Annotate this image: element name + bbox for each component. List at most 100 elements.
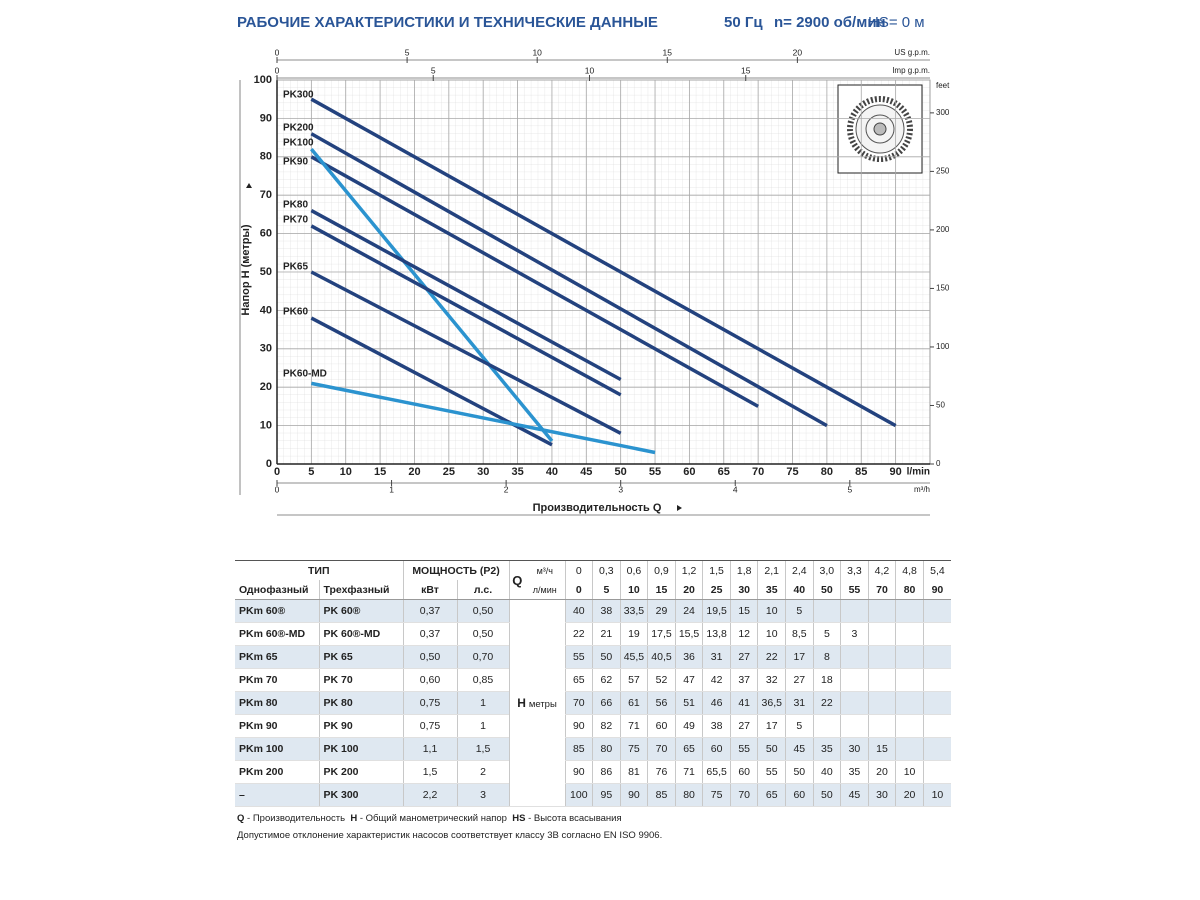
empty-cell [895,737,924,761]
power-kw: 0,37 [402,599,458,623]
table-row: PKm 70 PK 70 0,60 0,85 65 62 57 52 47 42 37 32 27 18 [235,668,951,692]
empty-cell [895,668,924,692]
head-value: 15 [867,737,896,761]
head-value: 65 [564,668,593,692]
x-tick-label: 5 [308,466,314,478]
empty-cell [895,691,924,715]
y2-tick-label: 250 [936,166,950,175]
empty-cell [812,714,841,738]
table-row: PKm 200 PK 200 1,5 2 90 86 81 76 71 65,5 60 55 50 40 3… [235,760,951,784]
empty-cell [840,714,869,738]
model-single: PKm 60®-MD [235,622,319,646]
pump-curve [311,381,656,455]
head-value: 15,5 [674,622,703,646]
flow-lmin: 20 [674,580,703,600]
power-hp: 0,85 [456,668,510,692]
empty-cell [840,599,869,623]
head-value: 27 [729,714,758,738]
head-value: 27 [785,668,814,692]
y2-tick-label: 200 [936,225,950,234]
head-value: 71 [619,714,648,738]
head-value: 55 [729,737,758,761]
head-value: 5 [812,622,841,646]
axis-unit: m³/h [914,485,930,494]
head-value: 10 [895,760,924,784]
x-tick-label: 90 [890,466,902,478]
head-value: 55 [564,645,593,669]
flow-lmin: 15 [647,580,676,600]
legend-note: Q - Производительность H - Общий маномет… [237,813,622,824]
curve-label: PK200 [283,123,314,134]
impeller-icon [837,84,923,174]
y-tick-label: 20 [260,381,272,393]
head-value: 60 [702,737,731,761]
empty-cell [922,622,951,646]
empty-cell [867,622,896,646]
y2-tick-label: 150 [936,284,950,293]
head-value: 18 [812,668,841,692]
head-value: 75 [619,737,648,761]
model-three: PK 60® [318,599,404,623]
head-value: 56 [647,691,676,715]
flow-m3h: 0,3 [592,560,621,580]
q-label: Q [508,560,526,600]
model-three: PK 65 [318,645,404,669]
y2-unit: feet [936,81,950,90]
axis-tick-label: 5 [405,47,410,57]
flow-m3h: 2,1 [757,560,786,580]
arrow [677,505,682,511]
model-three: PK 80 [318,691,404,715]
col-header: Однофазный [235,580,319,600]
head-value: 61 [619,691,648,715]
flow-lmin: 55 [840,580,869,600]
head-value: 82 [592,714,621,738]
head-value: 90 [564,714,593,738]
x-tick-label: 60 [683,466,695,478]
unit: л/мин [525,580,566,600]
y-tick-label: 40 [260,304,272,316]
flow-lmin: 35 [757,580,786,600]
head-value: 50 [757,737,786,761]
head-value: 35 [812,737,841,761]
curve-label: PK300 [283,90,314,101]
x-tick-label: 85 [855,466,867,478]
pump-curve [310,97,897,428]
head-value: 70 [647,737,676,761]
power-hp: 2 [456,760,510,784]
head-value: 36,5 [757,691,786,715]
head-value: 27 [729,645,758,669]
table-row: PKm 90 PK 90 0,75 1 90 82 71 60 49 38 27 17 5 [235,714,951,738]
model-three: PK 200 [318,760,404,784]
head-value: 52 [647,668,676,692]
head-value: 81 [619,760,648,784]
y2-tick-label: 300 [936,108,950,117]
flow-m3h: 3,0 [812,560,841,580]
head-value: 55 [757,760,786,784]
head-value: 40 [564,599,593,623]
empty-cell [922,737,951,761]
head-key: H [517,696,526,710]
table-row: PKm 65 PK 65 0,50 0,70 55 50 45,5 40,5 36 31 27 22 1… [235,645,951,669]
model-three: PK 90 [318,714,404,738]
head-value: 17 [757,714,786,738]
model-single: PKm 200 [235,760,319,784]
head-value: 5 [785,599,814,623]
axis-tick-label: 15 [741,65,751,75]
head-value: 60 [647,714,676,738]
flow-m3h: 1,5 [702,560,731,580]
head-value: 20 [867,760,896,784]
curve-label: PK60-MD [283,369,327,380]
power-kw: 0,37 [402,622,458,646]
power-kw: 1,1 [402,737,458,761]
model-three: PK 70 [318,668,404,692]
pump-curve [310,132,828,428]
flow-lmin: 5 [592,580,621,600]
head-value: 95 [592,783,621,807]
flow-m3h: 0,9 [647,560,676,580]
head-value: 40 [812,760,841,784]
y-tick-label: 10 [260,420,272,432]
head-value: 50 [812,783,841,807]
y2-tick-label: 0 [936,459,941,468]
axis-tick-label: 15 [663,47,673,57]
